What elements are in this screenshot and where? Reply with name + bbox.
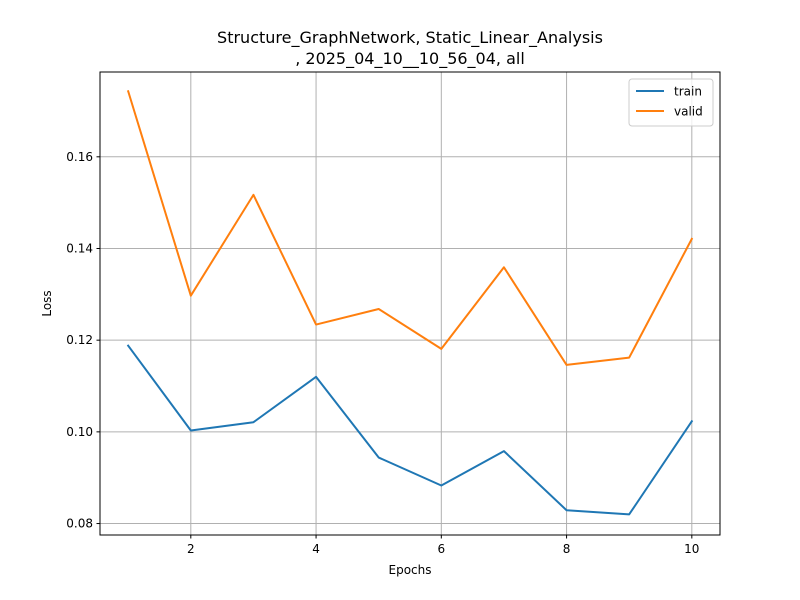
x-tick-label: 4: [312, 542, 320, 556]
legend: train valid: [628, 78, 714, 127]
y-tick-label: 0.14: [66, 241, 93, 255]
x-tick-label: 8: [563, 542, 571, 556]
y-axis-label: Loss: [40, 290, 54, 316]
y-tick-label: 0.08: [66, 517, 93, 531]
y-axis-ticks: 0.08 0.10 0.12 0.14 0.16: [66, 150, 100, 531]
y-tick-label: 0.12: [66, 333, 93, 347]
y-tick-label: 0.10: [66, 425, 93, 439]
x-tick-label: 10: [684, 542, 699, 556]
legend-label-train: train: [674, 85, 702, 99]
y-tick-label: 0.16: [66, 150, 93, 164]
plot-area-frame: [99, 71, 721, 536]
x-axis-label: Epochs: [389, 563, 432, 577]
chart-title-line-2: , 2025_04_10__10_56_04, all: [295, 49, 525, 69]
x-tick-label: 6: [437, 542, 445, 556]
legend-label-valid: valid: [674, 105, 703, 119]
x-axis-ticks: 2 4 6 8 10: [187, 535, 699, 556]
series-line-train: [126, 344, 694, 516]
series-line-valid: [126, 90, 694, 366]
series-lines: [126, 90, 694, 516]
chart-title-line-1: Structure_GraphNetwork, Static_Linear_An…: [217, 28, 603, 48]
grid: [100, 72, 720, 535]
x-tick-label: 2: [187, 542, 195, 556]
